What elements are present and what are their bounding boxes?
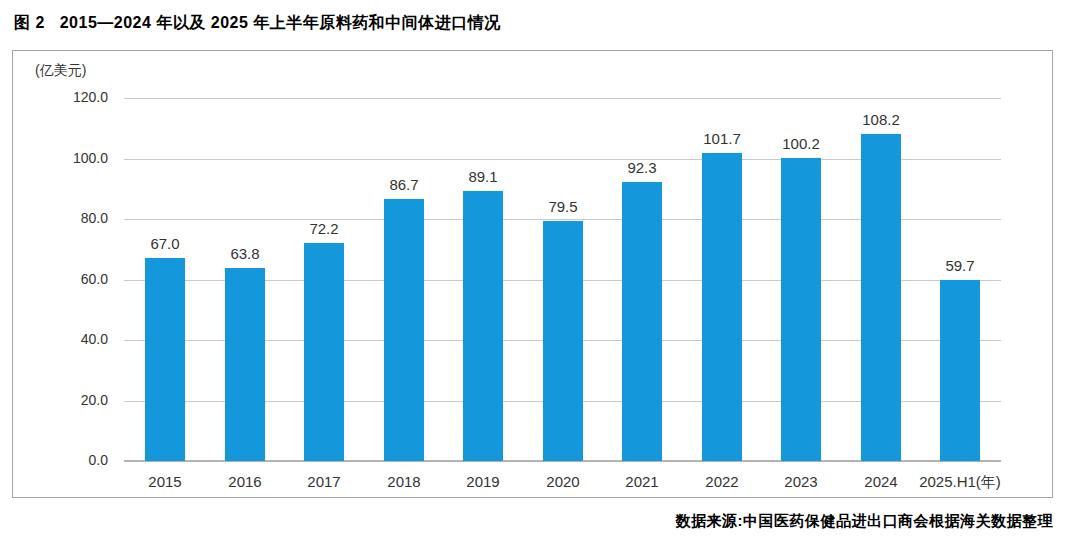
bar-value-label: 79.5 bbox=[518, 198, 608, 215]
y-axis-tick-label: 20.0 bbox=[13, 392, 108, 408]
bar-value-label: 92.3 bbox=[597, 159, 687, 176]
bar-2023 bbox=[781, 158, 821, 461]
bar-2024 bbox=[861, 134, 901, 461]
bar-value-label: 59.7 bbox=[915, 257, 1005, 274]
y-axis-tick-label: 0.0 bbox=[13, 452, 108, 468]
bar-value-label: 100.2 bbox=[756, 135, 846, 152]
bar-value-label: 72.2 bbox=[279, 220, 369, 237]
plot-area: 0.020.040.060.080.0100.0120.067.0201563.… bbox=[13, 51, 1052, 497]
bar-2016 bbox=[225, 268, 265, 461]
bar-2019 bbox=[463, 191, 503, 461]
bar-2021 bbox=[622, 182, 662, 461]
data-source-note: 数据来源:中国医药保健品进出口商会根据海关数据整理 bbox=[676, 512, 1054, 531]
y-axis-tick-label: 60.0 bbox=[13, 271, 108, 287]
x-axis-tick-label: 2025.H1(年) bbox=[900, 473, 1020, 492]
gridline-y120 bbox=[124, 98, 1001, 99]
y-axis-tick-label: 80.0 bbox=[13, 210, 108, 226]
bar-value-label: 89.1 bbox=[438, 168, 528, 185]
bar-2025.H1(年) bbox=[940, 280, 980, 461]
bar-value-label: 86.7 bbox=[359, 176, 449, 193]
bar-value-label: 67.0 bbox=[120, 235, 210, 252]
figure-title: 图 2 2015—2024 年以及 2025 年上半年原料药和中间体进口情况 bbox=[14, 13, 501, 34]
y-axis-tick-label: 40.0 bbox=[13, 331, 108, 347]
bar-value-label: 63.8 bbox=[200, 245, 290, 262]
bar-2015 bbox=[145, 258, 185, 461]
y-axis-tick-label: 100.0 bbox=[13, 150, 108, 166]
bar-value-label: 108.2 bbox=[836, 111, 926, 128]
bar-value-label: 101.7 bbox=[677, 130, 767, 147]
bar-2022 bbox=[702, 153, 742, 461]
y-axis-tick-label: 120.0 bbox=[13, 89, 108, 105]
bar-2017 bbox=[304, 243, 344, 461]
bar-2020 bbox=[543, 221, 583, 461]
chart-frame: (亿美元) 0.020.040.060.080.0100.0120.067.02… bbox=[12, 50, 1053, 498]
bar-2018 bbox=[384, 199, 424, 461]
